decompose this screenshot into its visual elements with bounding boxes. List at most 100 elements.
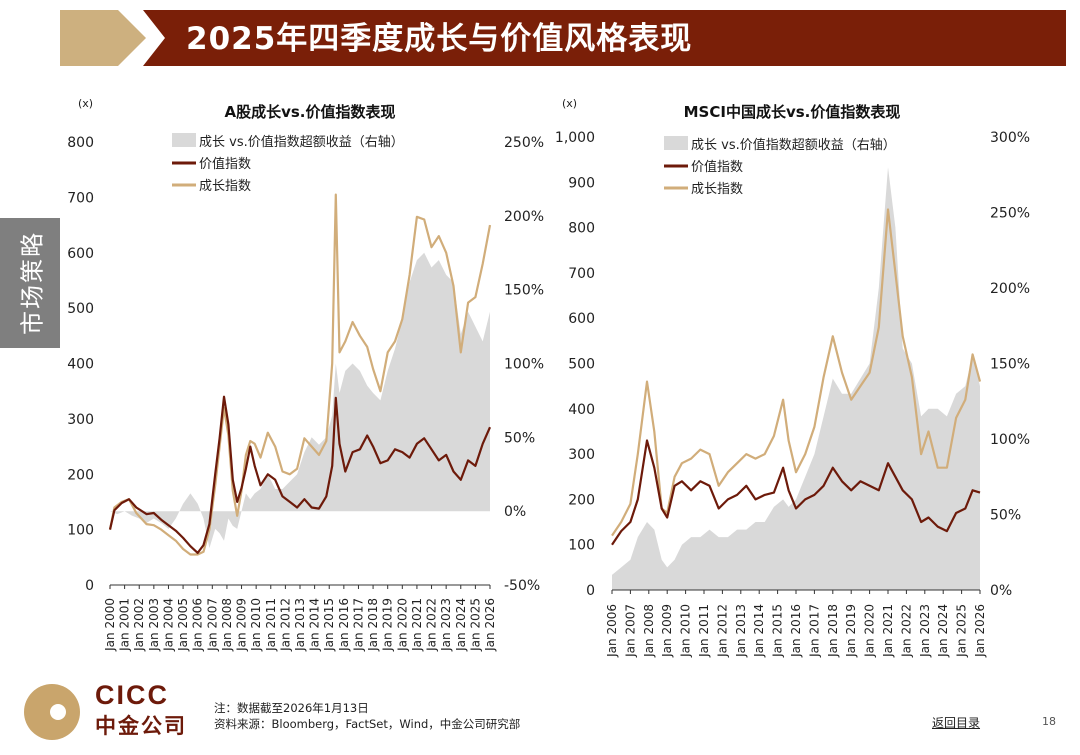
x-tick-label: Jan 2022	[425, 598, 439, 652]
legend-growth-index: 成长指数	[199, 179, 251, 194]
x-tick-label: Jan 2021	[410, 598, 424, 652]
title-bar	[143, 10, 1066, 66]
cicc-logo-icon	[24, 684, 80, 740]
x-tick-label: Jan 2010	[249, 598, 263, 652]
x-tick-label: Jan 2012	[715, 604, 729, 658]
x-tick-label: Jan 2021	[881, 604, 895, 658]
x-tick-label: Jan 2015	[771, 604, 785, 658]
y-left-tick-label: 500	[67, 301, 94, 317]
series-growth-index-line	[108, 193, 492, 556]
x-tick-label: Jan 2023	[439, 598, 453, 652]
logo-wordmark-en: CICC	[95, 680, 169, 710]
x-tick-label: Jan 2013	[734, 604, 748, 658]
x-tick-label: Jan 2007	[205, 598, 219, 652]
x-tick-label: Jan 2018	[826, 604, 840, 658]
y-left-tick-label: 200	[568, 492, 595, 508]
x-tick-label: Jan 2024	[936, 604, 950, 658]
y-left-tick-label: 600	[67, 246, 94, 262]
y-right-tick-label: 50%	[504, 430, 535, 446]
y-left-tick-label: 0	[85, 578, 94, 594]
x-tick-label: Jan 2018	[366, 598, 380, 652]
legend-excess-return: 成长 vs.价值指数超额收益（右轴）	[691, 137, 896, 153]
x-tick-label: Jan 2007	[623, 604, 637, 658]
x-tick-label: Jan 2012	[278, 598, 292, 652]
series-value-index-line	[108, 395, 492, 554]
y-right-tick-label: 50%	[990, 508, 1021, 524]
y-left-tick-label: 700	[568, 266, 595, 282]
x-tick-label: Jan 2009	[660, 604, 674, 658]
y-right-tick-label: 300%	[990, 130, 1030, 146]
left-axis-unit: (x)	[562, 97, 577, 110]
y-right-tick-label: 200%	[990, 281, 1030, 297]
legend-swatch-area	[664, 136, 688, 150]
page-title: 2025年四季度成长与价值风格表现	[186, 21, 693, 57]
x-tick-label: Jan 2024	[454, 598, 468, 652]
x-tick-label: Jan 2006	[605, 604, 619, 658]
x-tick-label: Jan 2017	[351, 598, 365, 652]
x-tick-label: Jan 2016	[337, 598, 351, 652]
x-tick-label: Jan 2006	[191, 598, 205, 652]
x-tick-label: Jan 2019	[381, 598, 395, 652]
y-right-tick-label: 150%	[504, 283, 544, 299]
logo-wordmark-cn: 中金公司	[95, 714, 187, 738]
x-tick-label: Jan 2016	[789, 604, 803, 658]
x-tick-label: Jan 2000	[103, 598, 117, 652]
series-excess-return-area	[110, 252, 490, 549]
y-right-tick-label: 100%	[990, 432, 1030, 448]
y-right-tick-label: 250%	[504, 135, 544, 151]
x-tick-label: Jan 2023	[918, 604, 932, 658]
x-tick-label: Jan 2026	[973, 604, 987, 658]
y-left-tick-label: 200	[67, 467, 94, 483]
side-section-tab[interactable]: 市场策略	[0, 218, 60, 348]
source-note: 资料来源：Bloomberg，FactSet，Wind，中金公司研究部	[214, 717, 521, 731]
x-tick-label: Jan 2020	[863, 604, 877, 658]
y-right-tick-label: 150%	[990, 357, 1030, 373]
chart-a-share-growth-vs-value: A股成长vs.价值指数表现 (x) 0 100 200 300 400 500 600 700 80…	[67, 97, 544, 652]
y-left-tick-label: 600	[568, 311, 595, 327]
x-tick-label: Jan 2011	[697, 604, 711, 658]
x-tick-label: Jan 2010	[679, 604, 693, 658]
x-tick-label: Jan 2017	[807, 604, 821, 658]
x-tick-label: Jan 2001	[118, 598, 132, 652]
series-excess-return-area	[612, 167, 980, 590]
y-right-tick-label: -50%	[504, 578, 540, 594]
y-left-tick-label: 500	[568, 357, 595, 373]
x-tick-label: Jan 2015	[322, 598, 336, 652]
y-left-tick-label: 300	[568, 447, 595, 463]
series-growth-index-line	[611, 208, 982, 537]
series-value-index-line	[611, 439, 981, 546]
y-left-tick-label: 800	[568, 221, 595, 237]
footnote: 注：数据截至2026年1月13日	[214, 701, 369, 715]
x-tick-label: Jan 2005	[176, 598, 190, 652]
x-tick-label: Jan 2011	[264, 598, 278, 652]
back-to-contents-link[interactable]: 返回目录	[932, 716, 981, 730]
y-left-tick-label: 900	[568, 175, 595, 191]
legend-value-index: 价值指数	[199, 156, 251, 172]
y-left-tick-label: 700	[67, 190, 94, 206]
y-right-tick-label: 200%	[504, 209, 544, 225]
x-tick-label: Jan 2026	[483, 598, 497, 652]
x-tick-label: Jan 2013	[293, 598, 307, 652]
chart-title: A股成长vs.价值指数表现	[224, 103, 395, 121]
x-tick-label: Jan 2014	[752, 604, 766, 658]
x-tick-label: Jan 2004	[161, 598, 175, 652]
y-right-tick-label: 0%	[990, 583, 1012, 599]
y-left-tick-label: 100	[67, 523, 94, 539]
x-tick-label: Jan 2020	[395, 598, 409, 652]
legend-value-index: 价值指数	[691, 159, 743, 175]
y-left-tick-label: 800	[67, 135, 94, 151]
y-left-tick-label: 0	[586, 583, 595, 599]
y-left-tick-label: 1,000	[555, 130, 595, 146]
header-chevron-decoration	[60, 10, 146, 66]
y-right-tick-label: 250%	[990, 206, 1030, 222]
x-tick-label: Jan 2002	[132, 598, 146, 652]
x-tick-label: Jan 2025	[468, 598, 482, 652]
x-tick-label: Jan 2009	[235, 598, 249, 652]
y-left-tick-label: 400	[67, 357, 94, 373]
x-tick-label: Jan 2025	[955, 604, 969, 658]
chart-title: MSCI中国成长vs.价值指数表现	[684, 103, 901, 121]
y-left-tick-label: 300	[67, 412, 94, 428]
legend-swatch-area	[172, 133, 196, 147]
left-axis-unit: (x)	[78, 97, 93, 110]
y-right-tick-label: 0%	[504, 504, 526, 520]
